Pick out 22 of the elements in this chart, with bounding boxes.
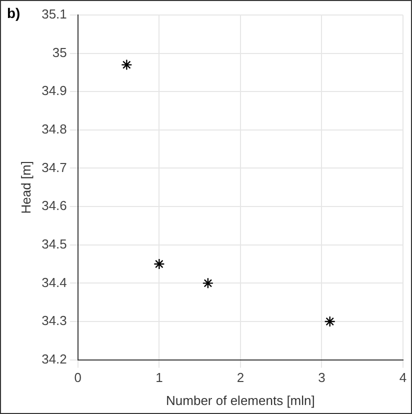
point	[324, 316, 336, 328]
y-tick-label: 34.3	[42, 313, 67, 328]
y-tick-label: 34.7	[42, 160, 67, 175]
y-axis-title: Head [m]	[18, 161, 34, 214]
y-tick-label: 34.5	[42, 236, 67, 252]
x-tick-label: 4	[399, 370, 407, 386]
x-tick-label: 3	[318, 370, 326, 386]
point	[154, 258, 165, 270]
y-tick-label: 35	[52, 44, 67, 60]
point	[121, 59, 132, 70]
x-tick-label: 2	[236, 370, 244, 386]
y-tick-label: 34.8	[42, 122, 67, 137]
y-tick-label: 34.6	[42, 198, 67, 214]
point	[202, 278, 214, 289]
text: b)	[7, 4, 20, 21]
x-tick-label: 1	[156, 370, 163, 386]
x-axis-title: Number of elements [mln]	[166, 392, 315, 408]
x-tick-label: 0	[74, 370, 82, 386]
y-tick-label: 34.9	[42, 83, 67, 98]
y-tick-label: 34.4	[42, 274, 67, 290]
y-tick-label: 34.2	[42, 351, 67, 366]
y-tick-label: 35.1	[42, 6, 67, 22]
